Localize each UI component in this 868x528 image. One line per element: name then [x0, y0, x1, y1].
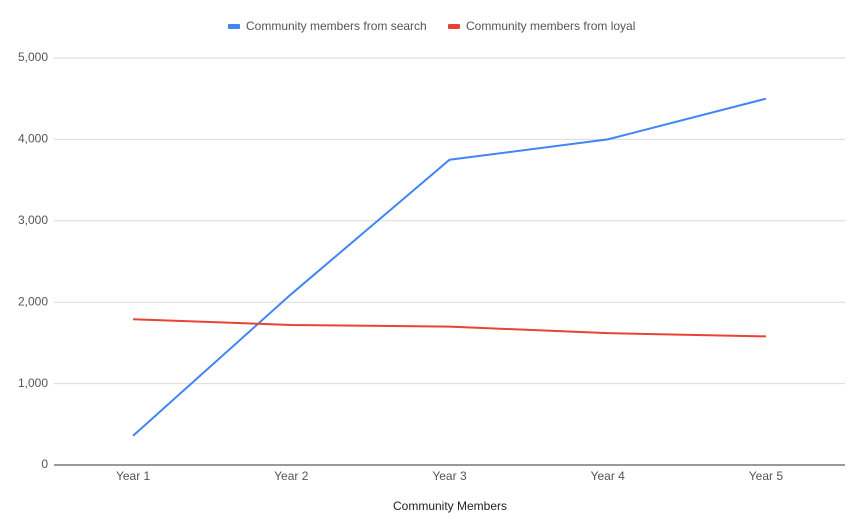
series-line: [132, 97, 767, 437]
x-tick-label: Year 2: [274, 469, 309, 483]
series-line: [133, 318, 766, 338]
y-tick-label: 0: [41, 457, 48, 471]
y-tick-label: 2,000: [18, 294, 48, 308]
x-tick-label: Year 5: [749, 469, 784, 483]
x-tick-label: Year 4: [591, 469, 626, 483]
x-axis-title: Community Members: [393, 499, 507, 513]
y-tick-label: 1,000: [18, 376, 48, 390]
legend-label: Community members from loyal: [466, 19, 635, 33]
legend-swatch: [448, 24, 460, 29]
y-tick-label: 5,000: [18, 50, 48, 64]
legend-swatch: [228, 24, 240, 29]
x-tick-label: Year 1: [116, 469, 151, 483]
y-tick-label: 3,000: [18, 213, 48, 227]
y-tick-label: 4,000: [18, 132, 48, 146]
x-tick-label: Year 3: [432, 469, 467, 483]
legend-label: Community members from search: [246, 19, 427, 33]
